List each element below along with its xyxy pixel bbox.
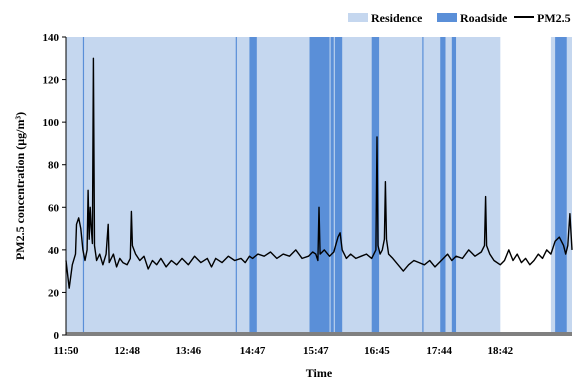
- x-tick-label: 13:46: [175, 345, 201, 357]
- roadside-band: [330, 37, 334, 335]
- x-tick-label: 14:47: [240, 345, 266, 357]
- legend-roadside-swatch: [437, 13, 457, 22]
- y-axis-ticks: 0 20 40 60 80 100 120 140: [43, 32, 66, 342]
- legend-line-label: PM2.5: [537, 11, 571, 25]
- y-tick-label: 20: [48, 287, 60, 299]
- y-tick-label: 0: [54, 330, 60, 342]
- roadside-band: [334, 37, 343, 335]
- y-tick-label: 80: [48, 160, 60, 172]
- roadside-band: [249, 37, 257, 335]
- roadside-band: [440, 37, 446, 335]
- x-tick-label: 11:50: [53, 345, 79, 357]
- roadside-band: [451, 37, 457, 335]
- roadside-band: [235, 37, 237, 335]
- y-tick-label: 140: [43, 32, 60, 44]
- legend: Residence Roadside PM2.5: [348, 11, 571, 25]
- x-axis-ticks: 11:50 12:48 13:46 14:47 15:47 16:45 17:44 18:42: [53, 345, 513, 357]
- background-bands: [66, 37, 572, 335]
- y-tick-label: 120: [43, 75, 60, 87]
- x-tick-label: 12:48: [114, 345, 140, 357]
- x-tick-label: 15:47: [303, 345, 329, 357]
- y-axis-title: PM2.5 concentration (µg/m³): [13, 112, 27, 260]
- legend-residence-swatch: [348, 13, 368, 22]
- y-tick-label: 100: [43, 117, 60, 129]
- x-axis-baseline: [66, 332, 572, 336]
- x-tick-label: 16:45: [364, 345, 390, 357]
- roadside-band: [371, 37, 380, 335]
- pm25-series-line: [65, 57, 573, 289]
- legend-residence-label: Residence: [371, 11, 423, 25]
- roadside-band: [422, 37, 424, 335]
- x-tick-label: 17:44: [426, 345, 452, 357]
- roadside-band: [555, 37, 567, 335]
- x-tick-label: 18:42: [487, 345, 513, 357]
- y-tick-label: 40: [48, 245, 60, 257]
- y-tick-label: 60: [48, 202, 60, 214]
- x-axis-title: Time: [306, 366, 333, 380]
- legend-roadside-label: Roadside: [460, 11, 508, 25]
- residence-band: [66, 37, 501, 335]
- roadside-band: [82, 37, 85, 335]
- roadside-band: [309, 37, 330, 335]
